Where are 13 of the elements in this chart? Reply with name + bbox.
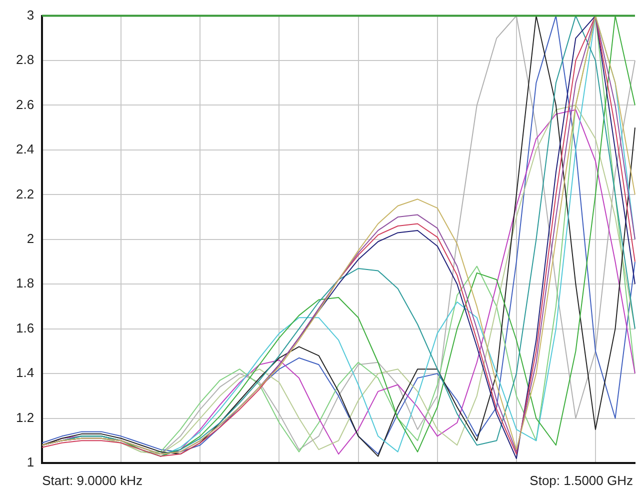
y-tick-label: 3 <box>26 7 34 22</box>
y-tick-label: 2.2 <box>16 186 34 202</box>
y-tick-label: 2 <box>26 230 34 246</box>
y-tick-label: 1.6 <box>16 320 34 336</box>
y-tick-label: 1.8 <box>16 276 34 291</box>
y-tick-label: 2.8 <box>16 52 34 68</box>
y-tick-label: 2.6 <box>16 96 34 112</box>
y-tick-label: 2.4 <box>16 142 34 157</box>
y-tick-label: 1.4 <box>16 365 34 380</box>
text: Start: 9.0000 kHz <box>42 473 143 488</box>
y-tick-label: 1.2 <box>16 410 34 425</box>
y-tick-label: 1 <box>26 454 34 470</box>
text: Stop: 1.5000 GHz <box>530 473 633 488</box>
